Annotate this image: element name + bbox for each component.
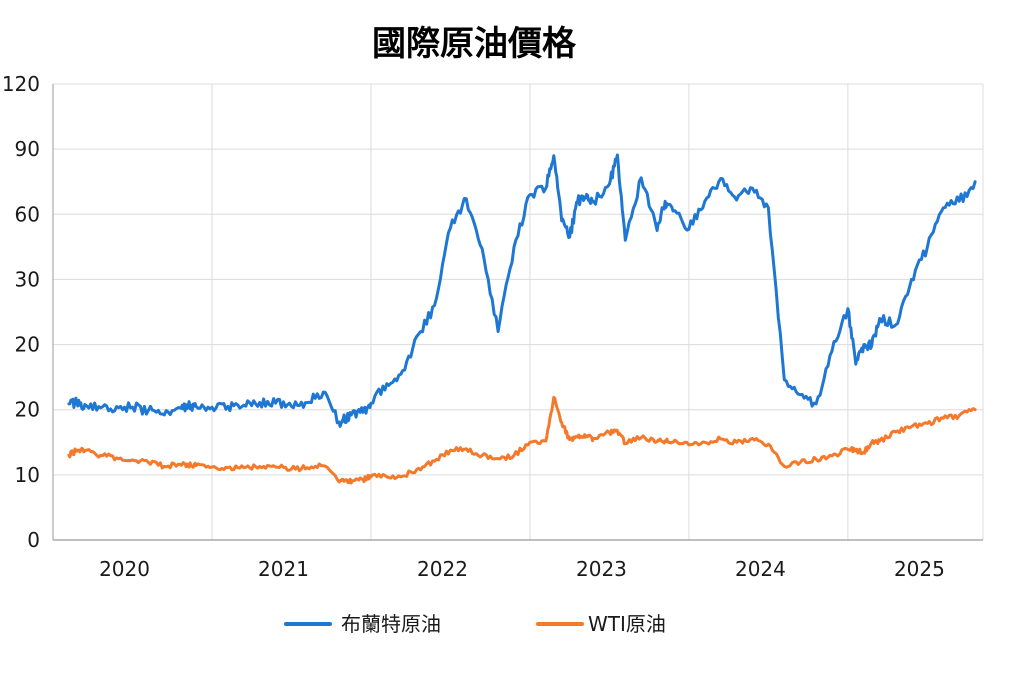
y-axis-ticks: 0 10 20 20 30 60 90 120 xyxy=(2,72,40,552)
plot-frame xyxy=(52,84,984,541)
y-tick-label: 120 xyxy=(2,72,40,96)
chart-title: 國際原油價格 xyxy=(372,24,577,64)
legend-label: WTI原油 xyxy=(588,612,666,636)
x-tick-label: 2020 xyxy=(99,557,150,581)
y-tick-label: 20 xyxy=(15,333,40,357)
x-tick-label: 2022 xyxy=(417,557,468,581)
series-lines xyxy=(67,153,977,485)
y-tick-label: 90 xyxy=(15,137,40,161)
x-tick-label: 2023 xyxy=(576,557,627,581)
series-line-brent xyxy=(67,153,977,428)
x-tick-label: 2021 xyxy=(258,557,309,581)
y-tick-label: 10 xyxy=(15,463,40,487)
x-tick-label: 2024 xyxy=(735,557,786,581)
y-tick-label: 0 xyxy=(27,528,40,552)
x-axis-ticks: 2020 2021 2022 2023 2024 2025 xyxy=(99,557,945,581)
legend: 布蘭特原油 WTI原油 xyxy=(284,612,666,636)
y-tick-label: 60 xyxy=(15,202,40,226)
series-line-wti xyxy=(67,395,977,485)
x-tick-label: 2025 xyxy=(894,557,945,581)
y-tick-label: 30 xyxy=(15,267,40,291)
legend-label: 布蘭特原油 xyxy=(341,612,441,636)
y-tick-label: 20 xyxy=(15,398,40,422)
